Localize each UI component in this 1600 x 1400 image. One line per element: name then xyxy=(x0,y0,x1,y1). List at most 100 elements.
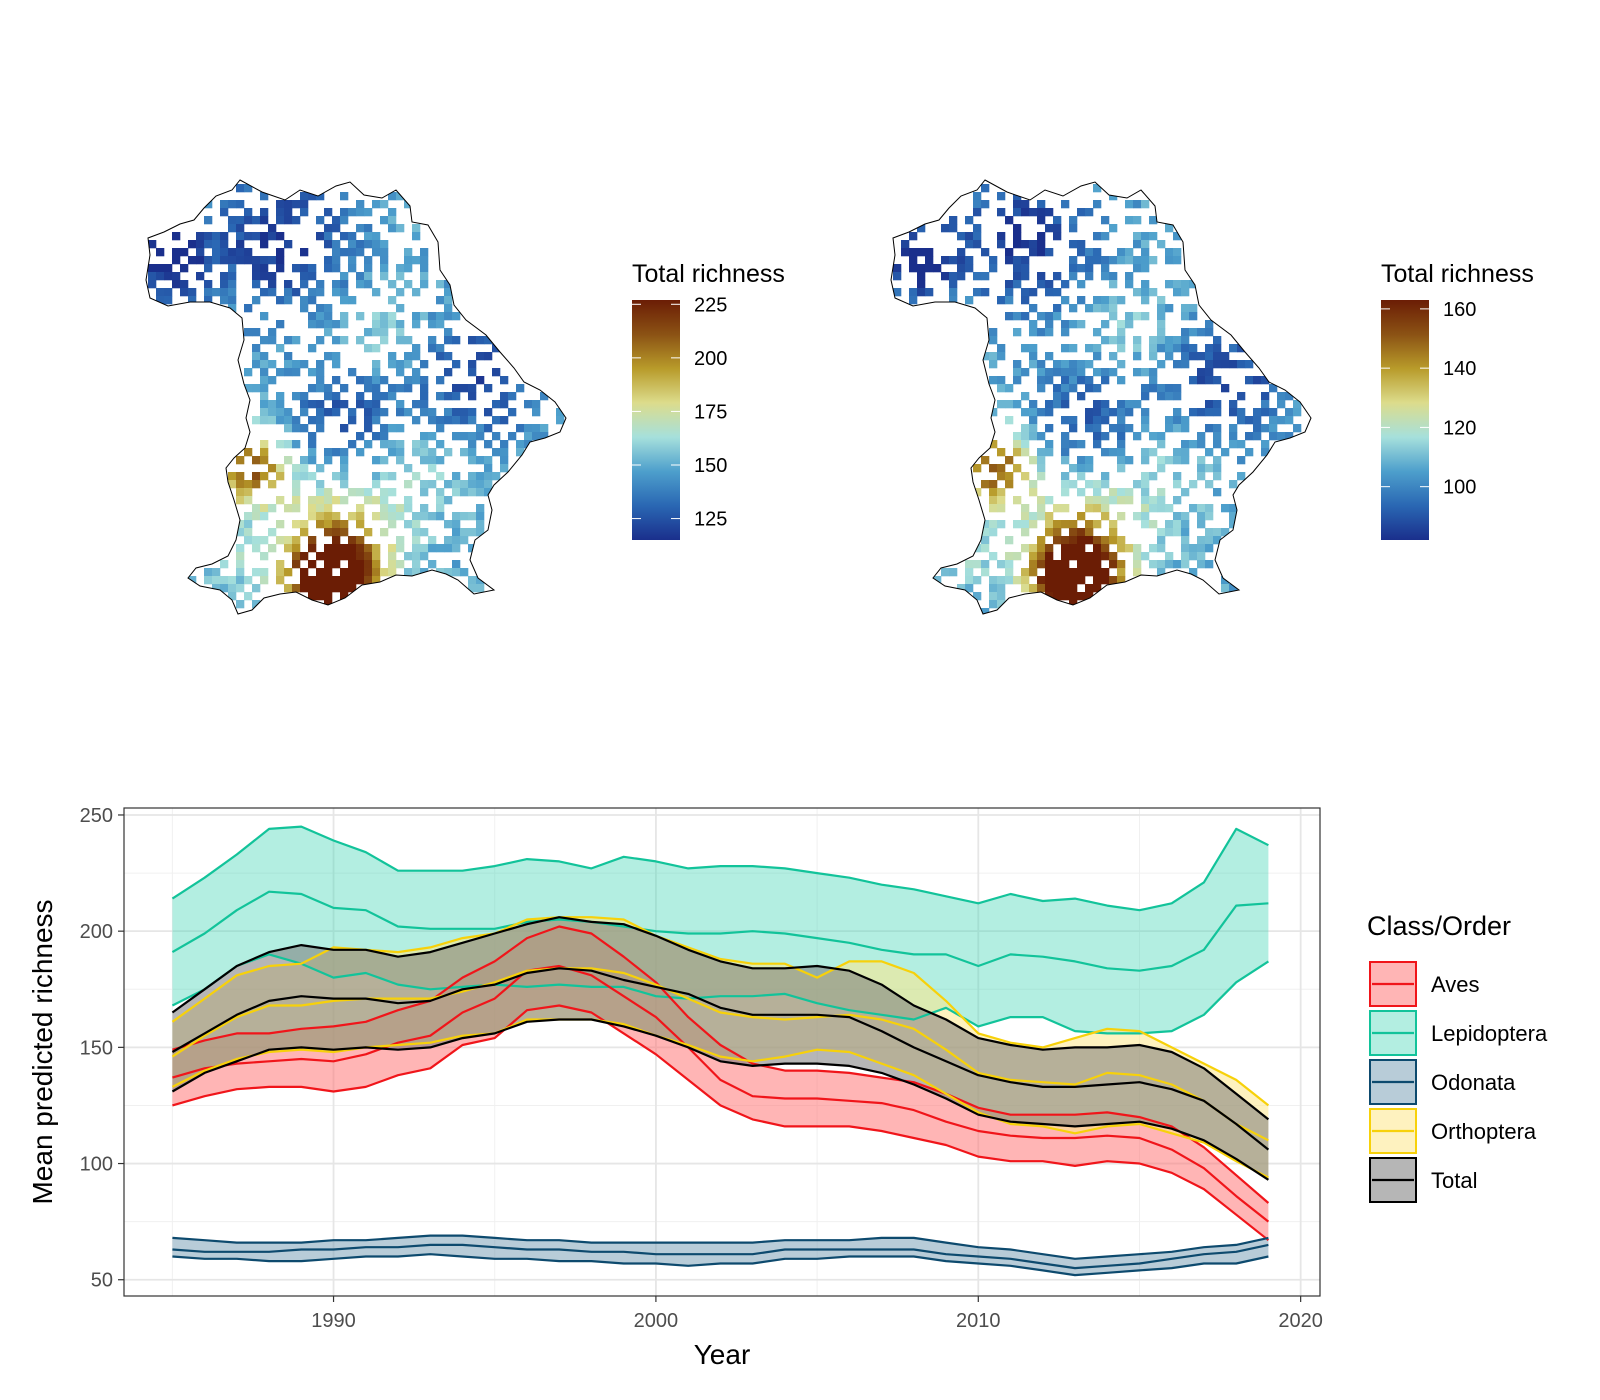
map-cell xyxy=(1117,456,1126,465)
map-cell xyxy=(1005,400,1014,409)
map-cell xyxy=(1013,368,1022,377)
map-cell xyxy=(1085,424,1094,433)
map-cell xyxy=(236,568,245,577)
map-cell xyxy=(1205,560,1214,569)
map-cell xyxy=(1077,536,1086,545)
map-cell xyxy=(965,296,974,305)
map-cell xyxy=(1157,504,1166,513)
map-cell xyxy=(444,520,453,529)
map-cell xyxy=(1157,296,1166,305)
map-cell xyxy=(372,240,381,249)
map-cell xyxy=(1141,312,1150,321)
map-cell xyxy=(1181,440,1190,449)
map-cell xyxy=(1101,544,1110,553)
map-cell xyxy=(356,280,365,289)
map-cell xyxy=(989,480,998,489)
map-cell xyxy=(260,336,269,345)
map-cell xyxy=(1229,408,1238,417)
map-cell xyxy=(1157,496,1166,505)
map-cell xyxy=(340,584,349,593)
map-cell xyxy=(284,416,293,425)
map-cell xyxy=(1165,520,1174,529)
map-cell xyxy=(1165,344,1174,353)
map-cell xyxy=(1117,344,1126,353)
map-cell xyxy=(1077,368,1086,377)
map-cell xyxy=(228,200,237,209)
map-cell xyxy=(1173,456,1182,465)
map-cell xyxy=(1013,440,1022,449)
map-cell xyxy=(1093,368,1102,377)
map-cell xyxy=(1053,272,1062,281)
map-cell xyxy=(260,376,269,385)
map-cell xyxy=(1125,456,1134,465)
map-cell xyxy=(1165,528,1174,537)
colorbar-tick-label: 200 xyxy=(694,348,727,370)
map-cell xyxy=(1069,368,1078,377)
y-axis-label: Mean predicted richness xyxy=(27,899,58,1204)
map-cell xyxy=(388,216,397,225)
map-cell xyxy=(420,264,429,273)
map-cell xyxy=(324,520,333,529)
map-cell xyxy=(1101,216,1110,225)
map-cell xyxy=(1037,408,1046,417)
map-cell xyxy=(236,576,245,585)
map-cell xyxy=(364,400,373,409)
map-cell xyxy=(316,320,325,329)
map-cell xyxy=(1213,464,1222,473)
map-cell xyxy=(957,248,966,257)
map-cell xyxy=(1293,408,1302,417)
map-cell xyxy=(332,264,341,273)
map-cell xyxy=(388,560,397,569)
map-cell xyxy=(1077,240,1086,249)
map-cell xyxy=(348,264,357,273)
map-cell xyxy=(1085,384,1094,393)
map-cell xyxy=(388,320,397,329)
map-cell xyxy=(460,480,469,489)
map-cell xyxy=(268,280,277,289)
map-cell xyxy=(1173,248,1182,257)
map-cell xyxy=(452,360,461,369)
map-cell xyxy=(1109,448,1118,457)
map-cell xyxy=(1061,536,1070,545)
map-cell xyxy=(1109,352,1118,361)
map-cell xyxy=(1173,360,1182,369)
map-cell xyxy=(444,296,453,305)
map-cell xyxy=(1037,536,1046,545)
map-cell xyxy=(1037,248,1046,257)
map-cell xyxy=(284,216,293,225)
map-cell xyxy=(276,472,285,481)
map-cell xyxy=(396,328,405,337)
map-cell xyxy=(1197,432,1206,441)
map-cell xyxy=(1037,504,1046,513)
map-cell xyxy=(893,264,902,273)
map-cell xyxy=(428,512,437,521)
map-cell xyxy=(324,256,333,265)
map-cell xyxy=(268,504,277,513)
map-cell xyxy=(1253,416,1262,425)
map-cell xyxy=(340,592,349,601)
map-cell xyxy=(404,360,413,369)
map-cell xyxy=(332,544,341,553)
map-cell xyxy=(1085,480,1094,489)
map-cell xyxy=(1085,208,1094,217)
colorbar-tick-label: 160 xyxy=(1443,299,1476,321)
map-cell xyxy=(244,512,253,521)
map-cell xyxy=(1029,288,1038,297)
map-2-colorbar xyxy=(1381,300,1429,540)
map-cell xyxy=(388,280,397,289)
map-cell xyxy=(965,264,974,273)
map-cell xyxy=(1149,344,1158,353)
map-cell xyxy=(372,384,381,393)
map-cell xyxy=(396,560,405,569)
map-cell xyxy=(396,424,405,433)
map-cell xyxy=(348,296,357,305)
map-cell xyxy=(1213,344,1222,353)
map-cell xyxy=(396,408,405,417)
line-lepidoptera-upper xyxy=(171,825,1269,912)
map-cell xyxy=(524,400,533,409)
map-cell xyxy=(1093,248,1102,257)
map-cell xyxy=(1181,488,1190,497)
map-cell xyxy=(1157,360,1166,369)
map-cell xyxy=(1053,368,1062,377)
map-cell xyxy=(420,544,429,553)
